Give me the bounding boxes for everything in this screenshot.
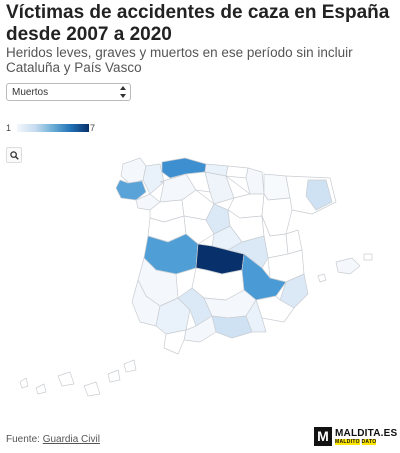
legend-gradient-bar xyxy=(17,124,89,132)
up-down-arrows-icon xyxy=(120,86,126,98)
region-alicante[interactable] xyxy=(279,273,309,309)
region-basque-gap[interactable] xyxy=(225,165,249,179)
region-granada[interactable] xyxy=(211,315,253,339)
region-galicia-west[interactable] xyxy=(115,179,147,201)
region-burgos[interactable] xyxy=(204,171,235,205)
logo-sub: MALDITO DATO xyxy=(335,439,377,445)
chart-title: Víctimas de accidentes de caza en España… xyxy=(6,2,390,45)
logo-sub-a: MALDITO xyxy=(335,439,360,445)
region-canarias-3[interactable] xyxy=(57,371,75,387)
source-link[interactable]: Guardia Civil xyxy=(42,434,100,445)
region-canarias-6[interactable] xyxy=(123,359,137,373)
logo-mark: M xyxy=(314,427,332,446)
search-button[interactable] xyxy=(6,147,22,163)
region-canarias-4[interactable] xyxy=(83,381,101,397)
logo-name: MALDITA.ES xyxy=(335,428,398,439)
legend-max-label: 7 xyxy=(90,123,96,133)
source-note: Fuente: Guardia Civil xyxy=(6,434,100,445)
color-legend: 1 7 xyxy=(6,123,106,135)
region-canarias-2[interactable] xyxy=(35,383,47,395)
region-canarias-5[interactable] xyxy=(107,369,121,383)
region-galicia-north[interactable] xyxy=(120,157,147,185)
legend-min-label: 1 xyxy=(6,123,12,133)
region-cadiz[interactable] xyxy=(163,329,187,355)
metric-select[interactable]: Muertos xyxy=(6,83,131,101)
region-canarias-1[interactable] xyxy=(19,377,29,389)
region-ibiza[interactable] xyxy=(317,273,327,283)
chart-subtitle: Heridos leves, graves y muertos en ese p… xyxy=(6,45,353,75)
logo-sub-b: DATO xyxy=(361,439,377,445)
source-label: Fuente: xyxy=(6,434,40,445)
search-icon xyxy=(10,151,19,160)
region-navarra[interactable] xyxy=(245,167,265,195)
maldita-logo[interactable]: M MALDITA.ES MALDITO DATO xyxy=(314,427,398,447)
region-almeria[interactable] xyxy=(245,299,267,333)
region-menorca[interactable] xyxy=(363,253,373,261)
region-lleida-blue[interactable] xyxy=(305,179,333,211)
region-galicia-east[interactable] xyxy=(142,163,165,195)
region-avila[interactable] xyxy=(183,215,215,245)
spain-choropleth-map[interactable] xyxy=(0,150,400,420)
region-mallorca[interactable] xyxy=(335,257,361,275)
metric-select-value: Muertos xyxy=(12,87,49,98)
